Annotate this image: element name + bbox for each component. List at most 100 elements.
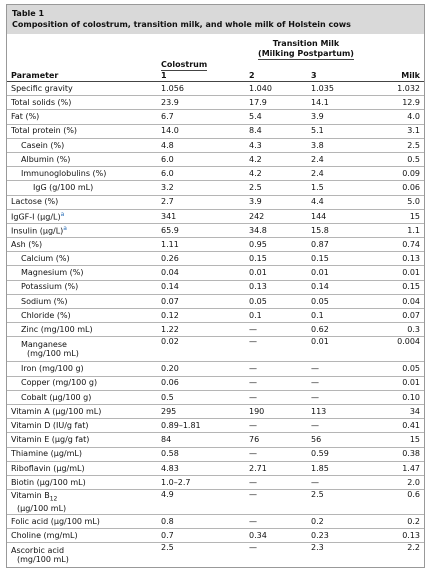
parameter-line: Sodium (%) (21, 297, 153, 307)
parameter-line: Ascorbic acid (11, 546, 153, 556)
parameter-line: Copper (mg/100 g) (21, 378, 153, 388)
value-cell: 17.9 (245, 95, 307, 110)
value-cell: 12.9 (367, 95, 424, 110)
parameter-line: Thiamine (μg/mL) (11, 449, 153, 459)
parameter-line: Vitamin E (μg/g fat) (11, 435, 153, 445)
parameter-line: Vitamin A (μg/100 mL) (11, 407, 153, 417)
parameter-text: Potassium (%) (21, 282, 79, 292)
parameter-text: (mg/100 mL) (27, 349, 79, 359)
parameter-line: Albumin (%) (21, 155, 153, 165)
value-cell: 34.8 (245, 222, 307, 238)
table-row: Lactose (%) 2.7 3.9 4.4 5.0 (7, 194, 424, 210)
parameter-line: Lactose (%) (11, 197, 153, 207)
column-number: 3 (307, 71, 367, 82)
parameter-text: Immunoglobulins (%) (21, 168, 107, 178)
table-row: Potassium (%) 0.14 0.13 0.14 0.15 (7, 279, 424, 295)
value-cell: 76 (245, 432, 307, 447)
parameter-cell: Vitamin D (IU/g fat) (7, 418, 157, 433)
parameter-line: Chloride (%) (21, 311, 153, 321)
value-cell: 2.2 (367, 542, 424, 568)
value-cell: 0.10 (367, 389, 424, 405)
parameter-cell: Specific gravity (7, 80, 157, 96)
parameter-cell: Albumin (%) (7, 151, 157, 167)
parameter-line: Calcium (%) (21, 254, 153, 264)
value-cell: 0.05 (367, 361, 424, 377)
table-row: Ascorbic acid (mg/100 mL) 2.5—2.3 2.2 (7, 542, 424, 568)
value-cell: 0.01 (307, 336, 367, 362)
parameter-text: Sodium (%) (21, 296, 68, 306)
value-cell: 0.07 (367, 307, 424, 323)
table-row: Total solids (%) 23.9 17.9 14.1 12.9 (7, 95, 424, 110)
parameter-text: IgGF-I (μg/L) (11, 212, 61, 222)
parameter-cell: Total protein (%) (7, 123, 157, 139)
table-row: Riboflavin (μg/mL) 4.83 2.71 1.85 1.47 (7, 460, 424, 476)
table-row: Zinc (mg/100 mL) 1.22—0.62 0.3 (7, 322, 424, 337)
value-cell: 0.13 (245, 279, 307, 295)
parameter-line: Insulin (μg/L)a (11, 224, 153, 236)
value-cell: 1.040 (245, 80, 307, 96)
parameter-text: Vitamin B (11, 490, 50, 500)
value-cell: 14.1 (307, 95, 367, 110)
value-cell: 1.5 (307, 180, 367, 195)
value-cell: 0.1 (245, 307, 307, 323)
value-cell: 0.62 (307, 322, 367, 337)
value-cell: 0.95 (245, 237, 307, 252)
parameter-text: Vitamin A (μg/100 mL) (11, 406, 102, 416)
table-row: Casein (%) 4.8 4.3 3.8 2.5 (7, 137, 424, 153)
parameter-cell: Folic acid (μg/100 mL) (7, 514, 157, 529)
parameter-line: Ash (%) (11, 240, 153, 250)
value-cell: 0.13 (367, 251, 424, 266)
value-cell: 2.3 (307, 542, 367, 568)
parameter-cell: Magnesium (%) (7, 265, 157, 281)
value-cell: 0.05 (307, 293, 367, 309)
parameter-text: IgG (g/100 mL) (33, 183, 94, 193)
parameter-text: Total protein (%) (11, 126, 78, 136)
value-cell: 2.71 (245, 460, 307, 476)
parameter-line: Magnesium (%) (21, 268, 153, 278)
parameter-line: IgGF-I (μg/L)a (11, 210, 153, 222)
parameter-line: (μg/100 mL) (11, 504, 153, 514)
table-row: Fat (%) 6.7 5.4 3.9 4.0 (7, 109, 424, 125)
parameter-text: Choline (mg/mL) (11, 531, 78, 541)
value-cell: 0.59 (307, 446, 367, 462)
value-cell: 4.2 (245, 151, 307, 167)
value-cell: 190 (245, 403, 307, 419)
value-cell: 0.74 (367, 237, 424, 252)
value-cell: 3.2 (157, 180, 245, 195)
parameter-line: Biotin (μg/100 mL) (11, 478, 153, 488)
value-cell: 0.004 (367, 336, 424, 362)
value-cell: 4.3 (245, 137, 307, 153)
value-cell: — (245, 542, 307, 568)
parameter-cell: Zinc (mg/100 mL) (7, 322, 157, 337)
transition-subtitle: (Milking Postpartum) (258, 49, 354, 58)
value-cell: 0.89–1.81 (157, 418, 245, 433)
table-row: Calcium (%) 0.26 0.15 0.15 0.13 (7, 251, 424, 266)
value-cell: 341 (157, 208, 245, 224)
value-cell: 0.04 (367, 293, 424, 309)
parameter-text: Vitamin E (μg/g fat) (11, 435, 90, 445)
value-cell: 0.05 (245, 293, 307, 309)
parameter-cell: Calcium (%) (7, 251, 157, 266)
parameter-line: Riboflavin (μg/mL) (11, 464, 153, 474)
value-cell: 2.5 (157, 542, 245, 568)
table-row: Choline (mg/mL) 0.7 0.34 0.23 0.13 (7, 528, 424, 543)
value-cell: — (307, 474, 367, 490)
value-cell: 0.04 (157, 265, 245, 281)
parameter-line: (mg/100 mL) (11, 555, 153, 565)
value-cell: 0.5 (157, 389, 245, 405)
value-cell: 0.34 (245, 528, 307, 543)
table-frame: Table 1 Composition of colostrum, transi… (6, 4, 425, 569)
parameter-text: Thiamine (μg/mL) (11, 449, 82, 459)
parameter-line: (mg/100 mL) (21, 349, 153, 359)
parameter-text: Ash (%) (11, 239, 43, 249)
colostrum-header: Colostrum (161, 60, 208, 71)
value-cell: 0.13 (367, 528, 424, 543)
value-cell: 0.15 (307, 251, 367, 266)
parameter-line: Cobalt (μg/100 g) (21, 393, 153, 403)
parameter-line: Manganese (21, 340, 153, 350)
value-cell: 14.0 (157, 123, 245, 139)
parameter-cell: Immunoglobulins (%) (7, 166, 157, 181)
value-cell: 2.4 (307, 151, 367, 167)
parameter-text: Iron (mg/100 g) (21, 364, 84, 374)
parameter-line: Total protein (%) (11, 126, 153, 136)
